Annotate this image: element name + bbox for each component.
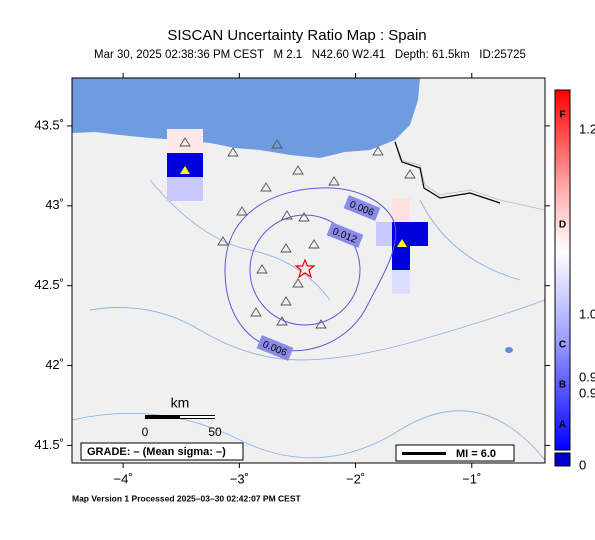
- station-active: [397, 239, 407, 247]
- colorbar-value: 1.2: [579, 121, 595, 136]
- legend-mi: MI = 6.0: [456, 448, 496, 460]
- footer: Map Version 1 Processed 2025–03–30 02:42…: [72, 493, 301, 503]
- x-tick-label: −2˚: [346, 471, 365, 486]
- title: SISCAN Uncertainty Ratio Map : Spain: [167, 27, 426, 44]
- river: [89, 299, 545, 361]
- border: [394, 139, 545, 211]
- cell: [376, 222, 392, 246]
- scale-unit: km: [171, 395, 190, 411]
- colorbar-letter: B: [559, 380, 566, 391]
- colorbar-letter: C: [559, 340, 566, 351]
- colorbar-value: 0.9: [579, 385, 595, 400]
- colorbar-labels: F D C B A 1.2 1.0 0.90.9 0: [559, 110, 595, 473]
- mi-line: [402, 452, 446, 455]
- x-tick-label: −4˚: [114, 471, 133, 486]
- border-line: [394, 141, 501, 204]
- frame: [71, 77, 546, 464]
- grade-box: [80, 442, 244, 461]
- scale-tick: 50: [208, 425, 222, 439]
- colorbar-letter: D: [559, 220, 566, 231]
- colorbar-value: 0: [579, 457, 586, 472]
- map-area: 0.006 0.012 0.006: [72, 78, 545, 463]
- cell: [167, 177, 203, 201]
- y-tick-label: 41.5˚: [34, 437, 64, 452]
- y-tick-label: 43˚: [45, 197, 64, 212]
- y-tick-label: 42˚: [45, 357, 64, 372]
- ticks: −4˚ −3˚ −2˚ −1˚ 43.5˚ 43˚ 42.5˚ 42˚ 41.5˚: [34, 73, 550, 486]
- colorbar-letter: F: [559, 110, 565, 121]
- y-tick-label: 43.5˚: [34, 117, 64, 132]
- grade: GRADE: – (Mean sigma: –): [87, 446, 226, 458]
- epicenter: [294, 258, 316, 279]
- subtitle: Mar 30, 2025 02:38:36 PM CEST M 2.1 N42.…: [94, 49, 526, 61]
- mi-box: [395, 444, 515, 462]
- colorbar-value: 1.0: [579, 306, 595, 321]
- x-tick-label: −3˚: [230, 471, 249, 486]
- cell: [392, 222, 428, 246]
- colorbar: [554, 89, 571, 451]
- colorbar-low: [554, 452, 571, 467]
- river: [149, 179, 331, 301]
- scale-bar: [180, 416, 215, 418]
- cell: [392, 246, 410, 270]
- colorbar-letter: A: [559, 420, 566, 431]
- cell: [392, 270, 410, 294]
- sea: [72, 78, 420, 158]
- scale-tick: 0: [142, 425, 149, 439]
- contour: [249, 214, 361, 326]
- y-tick-label: 42.5˚: [34, 277, 64, 292]
- station-active: [180, 166, 190, 174]
- x-tick-label: −1˚: [462, 471, 481, 486]
- stations: [179, 137, 416, 329]
- colorbar-value: 0.9: [579, 369, 595, 384]
- cell: [392, 198, 410, 222]
- river: [419, 199, 521, 281]
- cell: [167, 129, 203, 153]
- lake: [505, 347, 513, 353]
